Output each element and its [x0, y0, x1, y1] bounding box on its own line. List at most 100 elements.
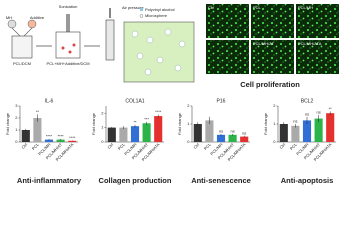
chart-caption: Anti-inflammatory: [17, 176, 82, 185]
page: {"schematic": {"mh": "MH", "additive": "…: [5, 4, 339, 185]
micrograph: [251, 4, 294, 38]
significance: **: [133, 119, 137, 124]
bar: [326, 113, 335, 142]
significance: ****: [69, 135, 76, 140]
x-tick-label: PCL: [203, 141, 213, 151]
panel-label: PCL/MH/AT: [253, 41, 275, 46]
significance: **: [329, 106, 333, 111]
significance: ns: [219, 128, 223, 133]
bar: [314, 118, 323, 142]
micrograph: [296, 40, 339, 74]
chart-caption: Anti-senescence: [191, 176, 251, 185]
y-axis-label: Fold change: [263, 112, 268, 135]
beaker: [11, 35, 33, 59]
chart-title: BCL2: [301, 98, 314, 104]
arrow: [11, 27, 33, 37]
pcl-dcm-label: PCL/DCM: [13, 61, 31, 66]
significance: ****: [46, 134, 53, 139]
bar: [130, 126, 140, 142]
micrograph: [296, 4, 339, 38]
bar: [119, 127, 128, 142]
proliferation: Cell proliferation Ctrl PCL PCL/MH PCL/MH/A…: [206, 4, 339, 89]
y-tick-label: 1: [15, 127, 18, 132]
bar: [44, 139, 54, 142]
x-tick-label: PCL: [117, 141, 127, 151]
micrograph: [206, 40, 249, 74]
y-tick-label: 0: [273, 139, 276, 144]
micrograph: [206, 4, 249, 38]
y-tick-label: 2: [101, 110, 104, 115]
chart-title: COL1A1: [125, 98, 144, 104]
legend-swatch: [140, 8, 143, 11]
significance: ****: [155, 109, 162, 114]
beaker: [55, 31, 81, 59]
y-tick-label: 2: [273, 103, 276, 108]
air-pressure-label: Air pressure: [122, 5, 144, 10]
significance: ns: [316, 110, 320, 115]
y-axis-label: Fold change: [177, 112, 182, 135]
bar: [68, 140, 77, 142]
y-tick-label: 0: [15, 139, 18, 144]
bar: [154, 116, 163, 142]
microspheres: [131, 28, 186, 76]
x-tick-label: PCL: [289, 141, 299, 151]
y-tick-label: 3: [15, 103, 18, 108]
panel-label: PCL/MH: [298, 5, 313, 10]
legend-label: Polyvinyl alcohol: [145, 7, 175, 12]
significance: ns: [305, 111, 309, 116]
y-tick-label: 1: [187, 121, 190, 126]
bar: [33, 118, 42, 142]
mh-label: MH: [6, 15, 12, 20]
additive-beaker: [27, 19, 37, 29]
mixture-label: PCL+MH+Additive/DCM: [46, 61, 89, 66]
sonication-label: Sonication: [59, 4, 78, 9]
schematic: MH Additive PCL/DCM Sonication PCL+MH+Ad…: [6, 4, 195, 83]
y-tick-label: 1: [101, 125, 104, 130]
significance: ****: [57, 134, 64, 139]
significance: **: [36, 109, 40, 114]
y-axis-label: Fold change: [5, 112, 10, 135]
mh-beaker: [7, 19, 17, 29]
micrograph: [251, 40, 294, 74]
bar: [142, 123, 151, 142]
figure: MH Additive PCL/DCM Sonication PCL+MH+Ad…: [5, 4, 339, 185]
x-tick-label: Ctrl: [192, 142, 200, 150]
bar: [291, 125, 300, 142]
panel-label: PCL/MH/ATA: [298, 41, 322, 46]
legend-swatch: [139, 14, 144, 18]
bar: [21, 130, 30, 142]
syringe: [105, 19, 115, 61]
chart-caption: Collagen production: [99, 176, 172, 185]
significance: ***: [144, 116, 149, 121]
x-tick-label: PCL: [31, 141, 41, 151]
bar: [205, 120, 214, 142]
legend-label: Microsphere: [145, 13, 168, 18]
sonicator: [66, 14, 70, 32]
bar: [107, 127, 116, 142]
y-tick-label: 2: [187, 103, 190, 108]
y-axis-label: Fold change: [91, 112, 96, 135]
proliferation-title: Cell proliferation: [240, 80, 300, 89]
x-tick-label: Ctrl: [278, 142, 286, 150]
bar: [240, 136, 249, 142]
significance: ns: [230, 128, 234, 133]
chart-title: IL-6: [45, 98, 54, 104]
panel-label: Ctrl: [208, 5, 214, 10]
panel-label: PCL: [253, 5, 262, 10]
additive-label: Additive: [30, 15, 45, 20]
chart-caption: Anti-apoptosis: [281, 176, 334, 185]
bar: [228, 134, 237, 142]
bar: [193, 124, 202, 142]
significance: ns: [242, 130, 246, 135]
y-tick-label: 1: [273, 121, 276, 126]
y-tick-label: 2: [15, 115, 18, 120]
bar: [56, 139, 65, 142]
significance: ns: [293, 119, 297, 124]
bar: [302, 120, 312, 142]
bar: [216, 134, 226, 142]
bar: [279, 124, 288, 142]
x-tick-label: Ctrl: [20, 142, 28, 150]
x-tick-label: Ctrl: [106, 142, 114, 150]
y-tick-label: 0: [187, 139, 190, 144]
